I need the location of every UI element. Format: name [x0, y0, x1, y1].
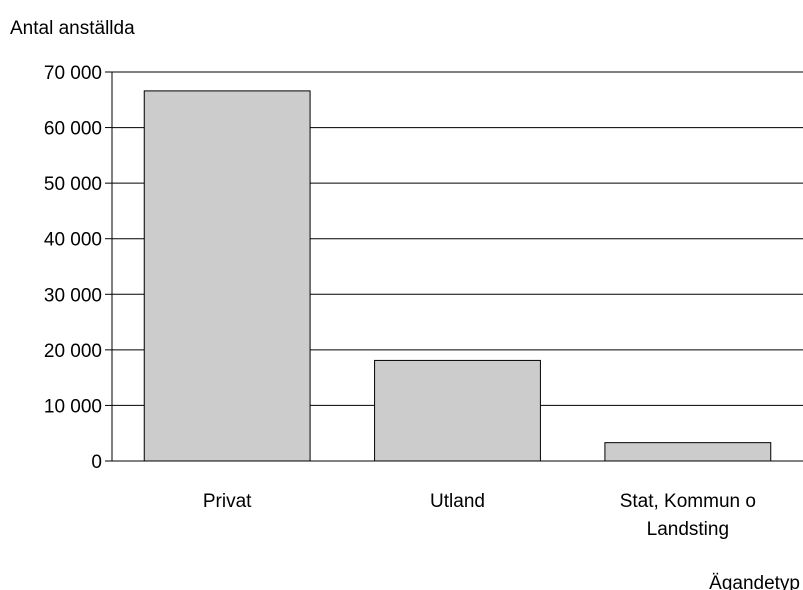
x-tick-label: Utland [430, 491, 485, 512]
y-tick-label: 30 000 [44, 285, 102, 306]
y-tick-label: 70 000 [44, 63, 102, 84]
x-tick-label: Stat, Kommun o Landsting [620, 491, 756, 540]
y-axis-title: Antal anställda [10, 18, 135, 39]
y-tick-label: 50 000 [44, 174, 102, 195]
y-tick-label: 40 000 [44, 230, 102, 251]
bar-utland [374, 359, 541, 462]
bar-stat-kommun-o-landsting [604, 442, 772, 462]
x-tick-label: Privat [203, 491, 252, 512]
y-tick-label: 20 000 [44, 341, 102, 362]
x-tick-labels: Privat Utland Stat, Kommun o Landsting [203, 491, 756, 540]
bar-privat [143, 90, 311, 462]
y-tick-label: 10 000 [44, 396, 102, 417]
y-tick-labels: 0 10 000 20 000 30 000 40 000 50 000 60 000 70 … [44, 63, 102, 473]
y-tick-label: 60 000 [44, 119, 102, 140]
x-axis-title: Ägandetyp [709, 573, 800, 590]
axes [105, 71, 803, 462]
y-tick-label: 0 [91, 452, 102, 473]
